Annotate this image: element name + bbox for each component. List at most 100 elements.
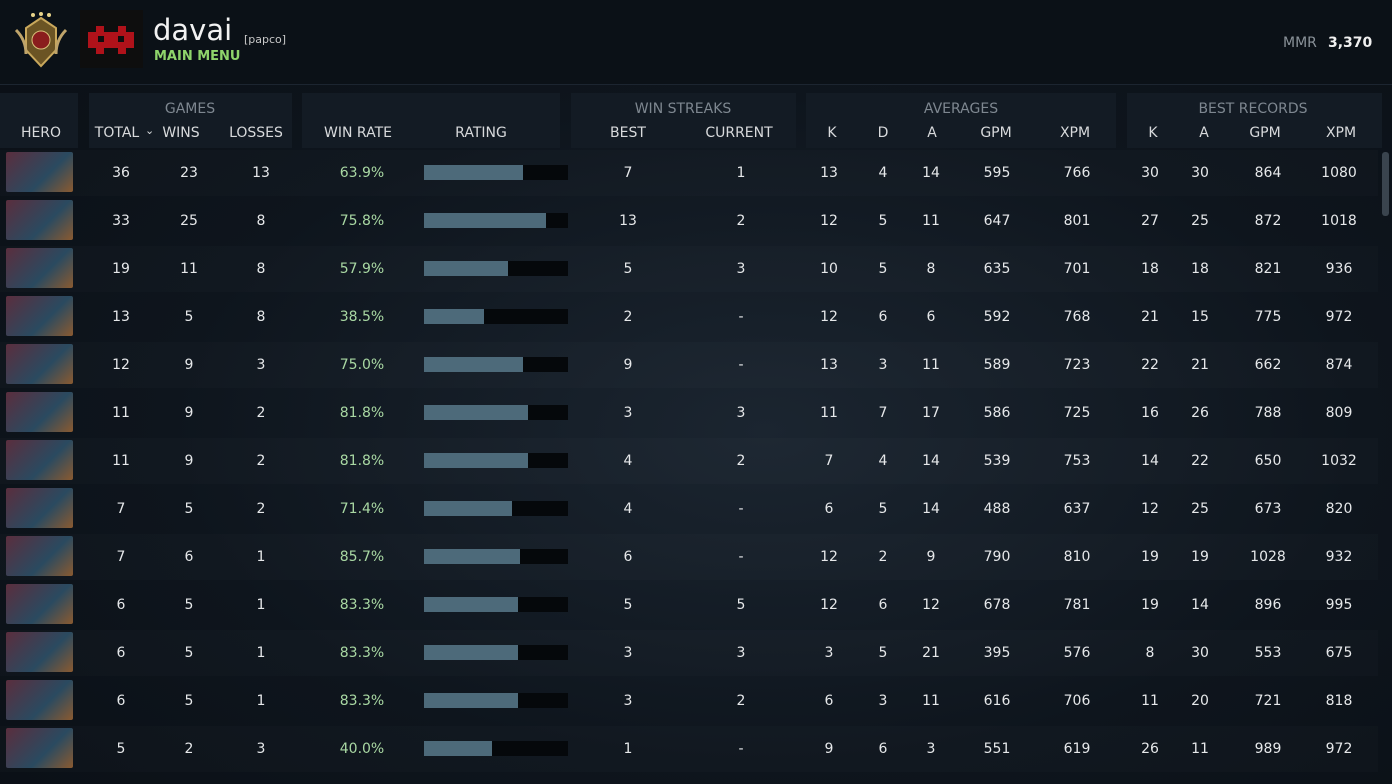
cell-best-a: 20 (1191, 693, 1209, 709)
cell-best: 3 (623, 645, 633, 661)
cell-gpm: 595 (983, 165, 1011, 181)
column-header[interactable]: A (1199, 125, 1209, 141)
cell-xpm: 576 (1063, 645, 1091, 661)
cell-a: 21 (922, 645, 940, 661)
cell-a: 11 (922, 213, 940, 229)
cell-win-rate: 57.9% (339, 261, 385, 277)
cell-d: 4 (878, 453, 888, 469)
cell-best-a: 25 (1191, 213, 1209, 229)
cell-a: 14 (922, 501, 940, 517)
cell-k: 12 (820, 213, 838, 229)
cell-total: 36 (112, 165, 130, 181)
cell-wins: 2 (184, 741, 194, 757)
cell-wins: 9 (184, 405, 194, 421)
player-name: davai (153, 13, 233, 47)
cell-best-gpm: 864 (1254, 165, 1282, 181)
cell-current: 3 (736, 645, 746, 661)
column-header[interactable]: TOTAL (94, 125, 140, 141)
rank-medal (14, 12, 68, 68)
cell-best-xpm: 1032 (1321, 453, 1357, 469)
cell-best-a: 25 (1191, 501, 1209, 517)
cell-k: 13 (820, 165, 838, 181)
cell-wins: 9 (184, 357, 194, 373)
rating-bar (424, 261, 508, 276)
main-menu-link[interactable]: MAIN MENU (154, 49, 241, 64)
cell-best: 9 (623, 357, 633, 373)
column-header[interactable]: CURRENT (705, 125, 773, 141)
cell-best-k: 12 (1141, 501, 1159, 517)
column-header[interactable]: D (877, 125, 889, 141)
hero-icon[interactable] (6, 440, 73, 480)
hero-icon[interactable] (6, 680, 73, 720)
cell-xpm: 766 (1063, 165, 1091, 181)
cell-best: 13 (619, 213, 637, 229)
hero-icon[interactable] (6, 152, 73, 192)
cell-a: 11 (922, 357, 940, 373)
column-header[interactable]: BEST (610, 125, 646, 141)
cell-best-xpm: 932 (1325, 549, 1353, 565)
column-header[interactable]: WINS (162, 125, 200, 141)
hero-icon[interactable] (6, 344, 73, 384)
cell-gpm: 647 (983, 213, 1011, 229)
cell-d: 3 (878, 357, 888, 373)
column-header[interactable]: GPM (1249, 125, 1281, 141)
hero-icon[interactable] (6, 200, 73, 240)
column-header[interactable]: XPM (1325, 125, 1357, 141)
group-header: BEST RECORDS (1198, 101, 1308, 117)
cell-best: 1 (623, 741, 633, 757)
cell-win-rate: 81.8% (339, 405, 385, 421)
scrollbar[interactable] (1382, 152, 1389, 216)
cell-gpm: 790 (983, 549, 1011, 565)
cell-xpm: 637 (1063, 501, 1091, 517)
cell-best-gpm: 662 (1254, 357, 1282, 373)
cell-gpm: 589 (983, 357, 1011, 373)
hero-icon[interactable] (6, 728, 73, 768)
cell-xpm: 810 (1063, 549, 1091, 565)
cell-best-xpm: 972 (1325, 309, 1353, 325)
cell-losses: 2 (256, 405, 266, 421)
hero-icon[interactable] (6, 584, 73, 624)
cell-best-gpm: 788 (1254, 405, 1282, 421)
cell-wins: 5 (184, 645, 194, 661)
cell-d: 7 (878, 405, 888, 421)
cell-current: - (738, 741, 744, 757)
column-header[interactable]: K (827, 125, 837, 141)
column-header[interactable]: LOSSES (229, 125, 283, 141)
cell-k: 12 (820, 597, 838, 613)
cell-k: 12 (820, 549, 838, 565)
cell-best-a: 21 (1191, 357, 1209, 373)
hero-icon[interactable] (6, 488, 73, 528)
header-panel (0, 93, 78, 148)
cell-best: 2 (623, 309, 633, 325)
hero-icon[interactable] (6, 296, 73, 336)
cell-total: 12 (112, 357, 130, 373)
cell-best-k: 14 (1141, 453, 1159, 469)
row (0, 342, 1378, 388)
cell-best-xpm: 995 (1325, 597, 1353, 613)
cell-win-rate: 83.3% (339, 645, 385, 661)
column-header[interactable]: GPM (980, 125, 1012, 141)
cell-best-k: 30 (1141, 165, 1159, 181)
cell-best-gpm: 553 (1254, 645, 1282, 661)
hero-icon[interactable] (6, 536, 73, 576)
column-header[interactable]: A (927, 125, 937, 141)
hero-icon[interactable] (6, 248, 73, 288)
column-header[interactable]: WIN RATE (324, 125, 392, 141)
cell-best-xpm: 1080 (1321, 165, 1357, 181)
row (0, 438, 1378, 484)
cell-total: 6 (116, 597, 126, 613)
cell-d: 3 (878, 693, 888, 709)
cell-gpm: 551 (983, 741, 1011, 757)
rating-bar (424, 165, 524, 180)
cell-gpm: 395 (983, 645, 1011, 661)
hero-icon[interactable] (6, 632, 73, 672)
cell-win-rate: 75.8% (339, 213, 385, 229)
cell-best-xpm: 820 (1325, 501, 1353, 517)
row (0, 150, 1378, 196)
column-header[interactable]: K (1148, 125, 1158, 141)
cell-d: 5 (878, 213, 888, 229)
cell-win-rate: 81.8% (339, 453, 385, 469)
cell-best-k: 16 (1141, 405, 1159, 421)
column-header[interactable]: XPM (1059, 125, 1091, 141)
hero-icon[interactable] (6, 392, 73, 432)
